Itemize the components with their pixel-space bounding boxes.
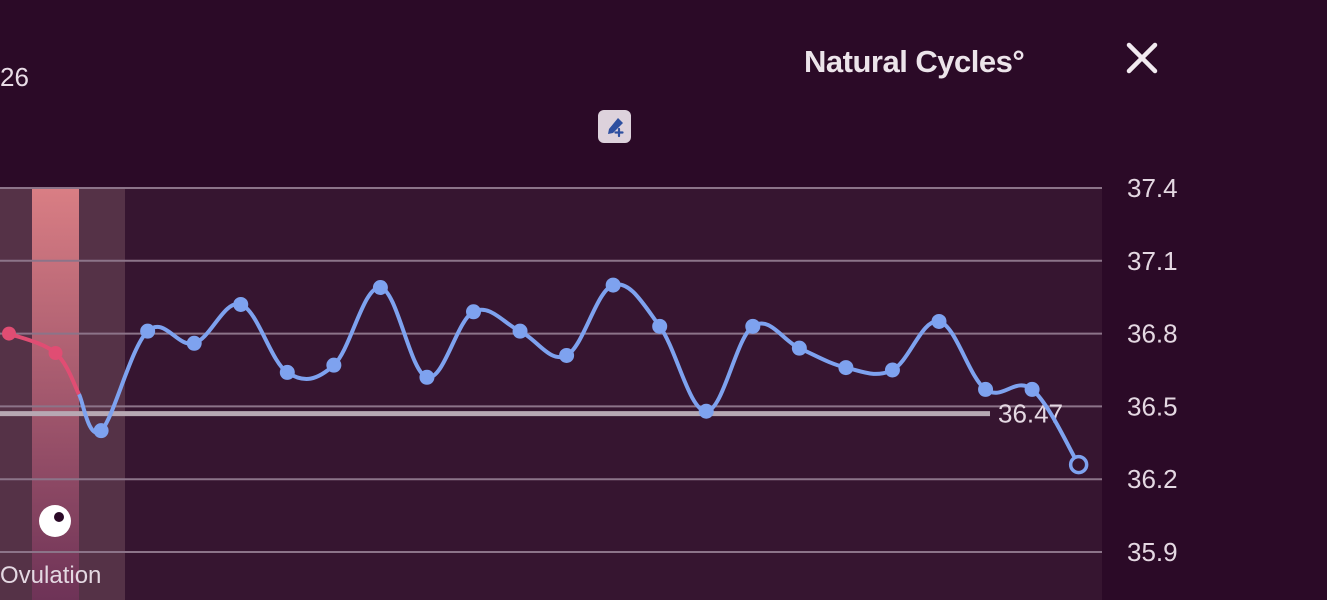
temperature-data-point[interactable] [559, 347, 575, 363]
y-tick-label: 37.1 [1127, 246, 1178, 276]
cycle-day-number: 26 [0, 62, 29, 92]
add-measurement-button[interactable] [598, 110, 631, 143]
ovulation-icon [39, 505, 71, 537]
temperature-data-point[interactable] [1024, 381, 1040, 397]
temperature-data-point[interactable] [419, 369, 435, 385]
ovulation-label: Ovulation [0, 562, 102, 589]
temperature-data-point[interactable] [838, 360, 854, 376]
temperature-data-point[interactable] [978, 381, 994, 397]
temperature-data-point[interactable] [605, 277, 621, 293]
temperature-data-point[interactable] [372, 279, 388, 295]
y-tick-label: 36.2 [1127, 464, 1178, 494]
temperature-data-point[interactable] [745, 318, 761, 334]
temperature-data-point[interactable] [931, 313, 947, 329]
thermometer-add-icon [607, 117, 624, 137]
temperature-data-point[interactable] [791, 340, 807, 356]
temperature-data-point[interactable] [233, 296, 249, 312]
close-icon [1126, 42, 1158, 74]
predicted-data-point[interactable] [1068, 454, 1089, 475]
period-data-point[interactable] [48, 346, 63, 361]
y-tick-label: 35.9 [1127, 537, 1178, 567]
period-data-point[interactable] [2, 326, 16, 341]
temperature-data-point[interactable] [279, 364, 295, 380]
y-tick-label: 36.5 [1127, 391, 1178, 421]
y-tick-label: 37.4 [1127, 173, 1178, 203]
fertile-window-band [0, 188, 32, 600]
temperature-data-point[interactable] [466, 304, 481, 320]
temperature-data-point[interactable] [512, 323, 528, 339]
temperature-data-point[interactable] [652, 318, 668, 334]
ovulation-band [32, 188, 79, 600]
temperature-data-point[interactable] [698, 403, 714, 419]
temperature-data-point[interactable] [884, 362, 900, 378]
close-button[interactable] [1118, 34, 1166, 82]
temperature-data-point[interactable] [326, 357, 342, 373]
temperature-data-point[interactable] [186, 335, 202, 351]
temperature-data-point[interactable] [140, 323, 156, 339]
temperature-data-point[interactable] [93, 423, 109, 439]
y-tick-label: 36.8 [1127, 319, 1178, 349]
brand-logo: Natural Cycles° [804, 44, 1025, 79]
plot-background [0, 188, 1102, 600]
coverline-label: 36.47 [998, 399, 1063, 429]
